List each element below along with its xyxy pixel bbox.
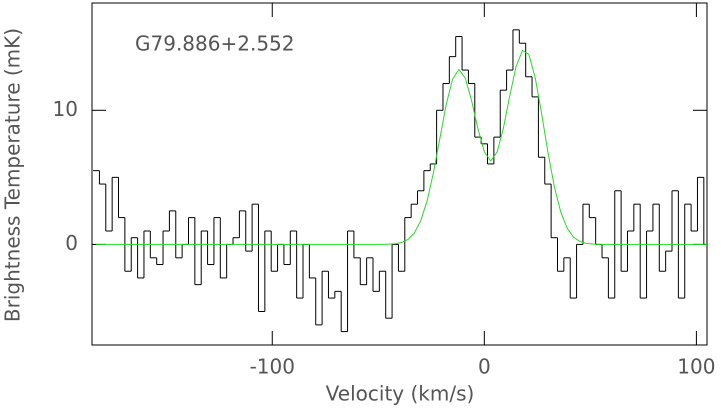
- annotation: G79.886+2.552: [135, 32, 295, 56]
- plot-frame: [91, 2, 708, 346]
- x-tick-label: 100: [677, 355, 715, 379]
- x-axis-label: Velocity (km/s): [326, 382, 475, 406]
- gaussian-fit: [96, 49, 707, 245]
- y-tick-label: 10: [53, 97, 78, 121]
- x-tick-label: -100: [250, 355, 295, 379]
- x-tick-label: 0: [478, 355, 491, 379]
- y-axis-label: Brightness Temperature (mK): [1, 28, 25, 322]
- y-tick-label: 0: [65, 231, 78, 255]
